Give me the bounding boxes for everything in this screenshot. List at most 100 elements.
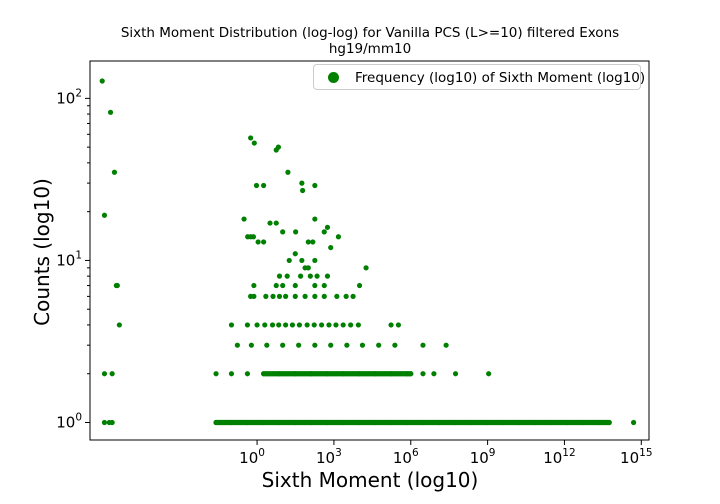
data-point: [310, 239, 316, 245]
data-point: [304, 322, 310, 328]
y-tick-label: 101: [56, 249, 82, 269]
data-point: [333, 322, 339, 328]
data-point: [261, 182, 267, 189]
data-point: [251, 282, 257, 289]
data-point: [300, 187, 306, 194]
data-point: [302, 293, 308, 299]
data-point: [99, 78, 105, 84]
data-point: [264, 342, 270, 348]
data-point: [305, 239, 311, 245]
data-point: [251, 293, 257, 299]
x-tick-label: 100: [239, 447, 265, 467]
data-point: [318, 322, 325, 328]
data-point: [293, 229, 299, 235]
data-point: [280, 282, 286, 289]
x-axis-label: Sixth Moment (log10): [261, 468, 479, 492]
y-tick-label: 100: [56, 412, 82, 432]
data-point: [395, 322, 402, 328]
data-point: [101, 371, 108, 377]
x-tick-label: 103: [316, 447, 342, 467]
data-point: [255, 239, 261, 245]
data-point: [296, 322, 303, 328]
data-point: [248, 342, 254, 348]
x-tick-label: 109: [470, 447, 496, 467]
data-point: [335, 234, 342, 240]
data-point: [312, 216, 318, 222]
data-point: [251, 140, 257, 146]
tick-labels: 100 103 106 109 1012 1015 100 101 102: [56, 87, 652, 467]
data-point: [261, 239, 267, 245]
data-point: [324, 273, 331, 279]
data-point: [443, 342, 449, 348]
chart-subtitle: hg19/mm10: [328, 41, 412, 57]
data-point: [452, 371, 459, 377]
data-point: [343, 293, 349, 299]
legend: Frequency (log10) of Sixth Moment (log10…: [313, 64, 645, 90]
data-point: [356, 282, 363, 289]
data-point: [253, 182, 260, 189]
data-point: [296, 342, 302, 348]
data-point: [107, 109, 114, 115]
data-point: [321, 293, 327, 299]
data-point: [114, 282, 120, 289]
data-point: [280, 342, 286, 348]
data-point: [312, 342, 318, 348]
data-point: [276, 273, 283, 279]
data-point: [334, 293, 340, 299]
data-point: [269, 322, 276, 328]
data-point: [359, 342, 366, 348]
data-point: [376, 342, 382, 348]
axes: [85, 60, 650, 445]
data-point: [276, 322, 282, 328]
data-point: [630, 419, 637, 426]
chart-title: Sixth Moment Distribution (log-log) for …: [120, 25, 620, 41]
x-tick-label: 1015: [620, 447, 652, 467]
data-point: [275, 144, 282, 150]
x-tick-label: 106: [393, 447, 419, 467]
data-point: [263, 293, 269, 299]
data-point: [355, 322, 361, 328]
data-point: [486, 371, 492, 377]
data-point: [213, 371, 219, 377]
data-point: [431, 371, 437, 377]
data-point: [273, 220, 279, 226]
y-axis-label: Counts (log10): [30, 178, 54, 326]
data-point: [283, 322, 289, 328]
data-point: [292, 282, 298, 289]
data-point: [292, 293, 298, 299]
data-point: [250, 234, 257, 240]
data-point: [273, 282, 279, 289]
data-point: [297, 273, 304, 279]
data-point: [101, 419, 108, 426]
data-point: [305, 265, 311, 271]
data-point: [111, 169, 118, 175]
data-point: [244, 322, 251, 328]
data-point: [254, 322, 260, 328]
data-point: [280, 229, 286, 235]
data-point: [299, 257, 305, 264]
data-point: [101, 212, 108, 218]
data-point: [420, 371, 426, 377]
data-point: [312, 257, 318, 264]
data-point: [307, 273, 313, 279]
data-point: [284, 273, 290, 279]
data-point: [311, 322, 317, 328]
data-point: [248, 135, 254, 141]
data-point: [326, 322, 332, 328]
data-point: [241, 216, 247, 222]
data-point: [244, 371, 251, 377]
y-tick-label: 102: [56, 87, 82, 107]
data-point: [286, 257, 292, 264]
data-point: [312, 293, 318, 299]
data-point: [312, 182, 318, 189]
data-point: [267, 220, 273, 226]
data-point: [392, 342, 398, 348]
data-point: [116, 322, 122, 328]
data-point: [285, 169, 291, 175]
data-point: [299, 180, 305, 186]
data-point: [324, 224, 331, 230]
scatter-points: [99, 78, 637, 426]
data-point: [276, 293, 283, 299]
data-point: [321, 229, 327, 235]
